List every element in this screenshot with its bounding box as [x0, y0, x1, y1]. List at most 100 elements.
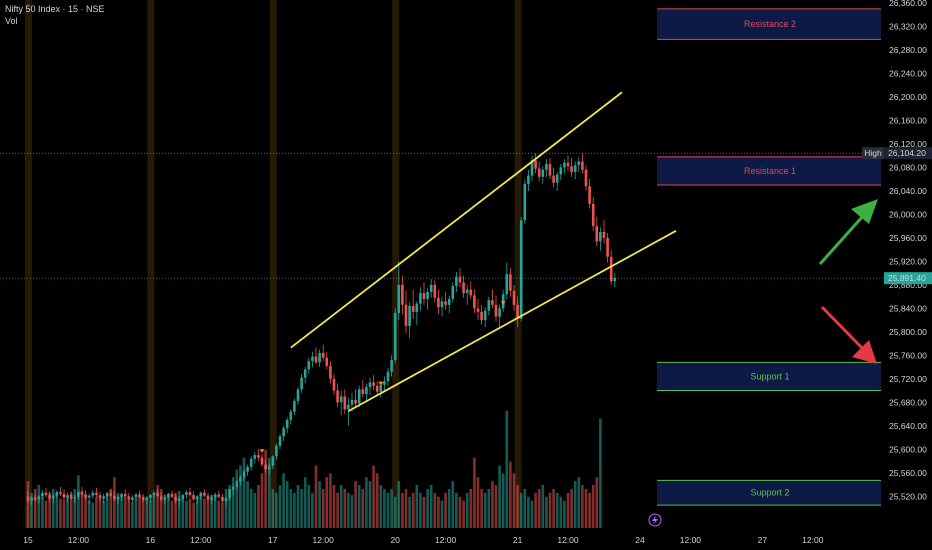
candle: [422, 282, 426, 305]
candle-body: [105, 493, 109, 497]
candle: [613, 273, 617, 288]
candle-body: [246, 466, 249, 472]
candle-body: [267, 465, 271, 470]
candle: [170, 490, 174, 499]
volume-bar: [271, 488, 275, 528]
candle-body: [159, 496, 163, 500]
candle: [606, 233, 609, 263]
price-tick-label: 26,120.00: [889, 139, 927, 149]
support-resistance-zones: Resistance 2 Resistance 1 Support 1 Support…: [657, 8, 881, 506]
candle-body: [275, 445, 278, 457]
candle: [77, 490, 80, 500]
volume-bar: [469, 488, 473, 528]
volume-bar: [55, 494, 59, 528]
candle-body: [156, 492, 159, 497]
volume-bar: [188, 498, 192, 528]
volume-bar: [447, 488, 451, 528]
candle: [163, 495, 167, 505]
signal-markers: [259, 301, 506, 453]
candle-body: [264, 464, 267, 470]
candle-body: [379, 384, 383, 392]
volume-bar: [264, 449, 267, 528]
volume-bar: [231, 477, 235, 528]
support-zone[interactable]: Support 1: [657, 361, 881, 392]
candle: [73, 495, 77, 504]
zone-label: Support 2: [750, 488, 789, 498]
candle-body: [570, 166, 573, 173]
candle: [397, 261, 401, 321]
price-tick-label: 25,960.00: [889, 233, 927, 243]
symbol-title[interactable]: Nifty 50 Index · 15 · NSE: [5, 4, 105, 14]
candle-body: [505, 274, 509, 295]
candle: [404, 290, 408, 334]
candle: [480, 304, 483, 325]
price-tick-label: 25,680.00: [889, 397, 927, 407]
volume-bar: [523, 488, 527, 528]
down-arrow-icon: [820, 305, 866, 352]
volume-bar: [393, 496, 397, 528]
candle: [473, 289, 476, 314]
volume-bar: [177, 490, 181, 528]
candle: [221, 493, 224, 504]
candle-body: [69, 495, 73, 499]
candle-body: [55, 492, 59, 496]
volume-bar: [372, 465, 375, 528]
candle: [138, 490, 141, 499]
volume-bar: [487, 488, 491, 528]
time-axis[interactable]: 15 12:00 16 12:00 17 12:00 20 12:00 21 12:00 24 12:…: [0, 528, 932, 550]
candle: [455, 271, 458, 292]
candle: [159, 492, 163, 503]
reference-lines: [0, 152, 884, 279]
volume-indicator-label[interactable]: Vol: [5, 16, 18, 26]
time-tick-label: 24: [635, 535, 645, 545]
volume-bar: [581, 485, 584, 528]
candle-body: [102, 496, 105, 499]
volume-bar: [224, 488, 228, 528]
candle-body: [62, 493, 66, 498]
candle: [257, 449, 260, 462]
zone-box: [657, 8, 881, 40]
candle-body: [422, 293, 426, 299]
price-tick-label: 26,240.00: [889, 68, 927, 78]
volume-bar: [285, 481, 289, 528]
volume-bar: [465, 492, 469, 528]
time-tick-label: 17: [268, 535, 278, 545]
candle-body: [257, 455, 260, 458]
candle-body: [415, 303, 419, 312]
candle-body: [311, 356, 314, 362]
resistance-zone[interactable]: Resistance 2: [657, 8, 881, 40]
volume-bar: [314, 465, 318, 528]
price-tick-label: 25,600.00: [889, 444, 927, 454]
volume-bar: [588, 492, 591, 528]
candle-body: [368, 382, 372, 388]
support-zone[interactable]: Support 2: [657, 479, 881, 506]
candle: [109, 489, 113, 498]
candle: [329, 361, 332, 384]
candle: [523, 179, 527, 224]
channel-lower-line[interactable]: [347, 230, 677, 412]
lightning-icon[interactable]: [648, 513, 662, 527]
volume-bar: [44, 500, 48, 528]
time-tick-label: 21: [513, 535, 523, 545]
candle: [44, 488, 48, 498]
candle-body: [458, 276, 462, 283]
candle: [26, 491, 30, 504]
price-tick-label: 26,280.00: [889, 45, 927, 55]
volume-bar: [73, 488, 77, 528]
candle-body: [386, 371, 390, 382]
resistance-zone[interactable]: Resistance 1: [657, 156, 881, 186]
volume-bar: [102, 500, 105, 528]
candle-body: [51, 495, 55, 499]
candle: [588, 179, 591, 209]
channel-upper-line[interactable]: [290, 91, 623, 349]
volume-bar: [501, 473, 505, 528]
candle: [563, 159, 566, 174]
candle-body: [465, 289, 469, 294]
candle-body: [192, 495, 195, 500]
volume-bar: [80, 490, 84, 528]
volume-bar: [311, 492, 314, 528]
candle: [534, 153, 537, 174]
trend-channel[interactable]: [290, 91, 677, 412]
